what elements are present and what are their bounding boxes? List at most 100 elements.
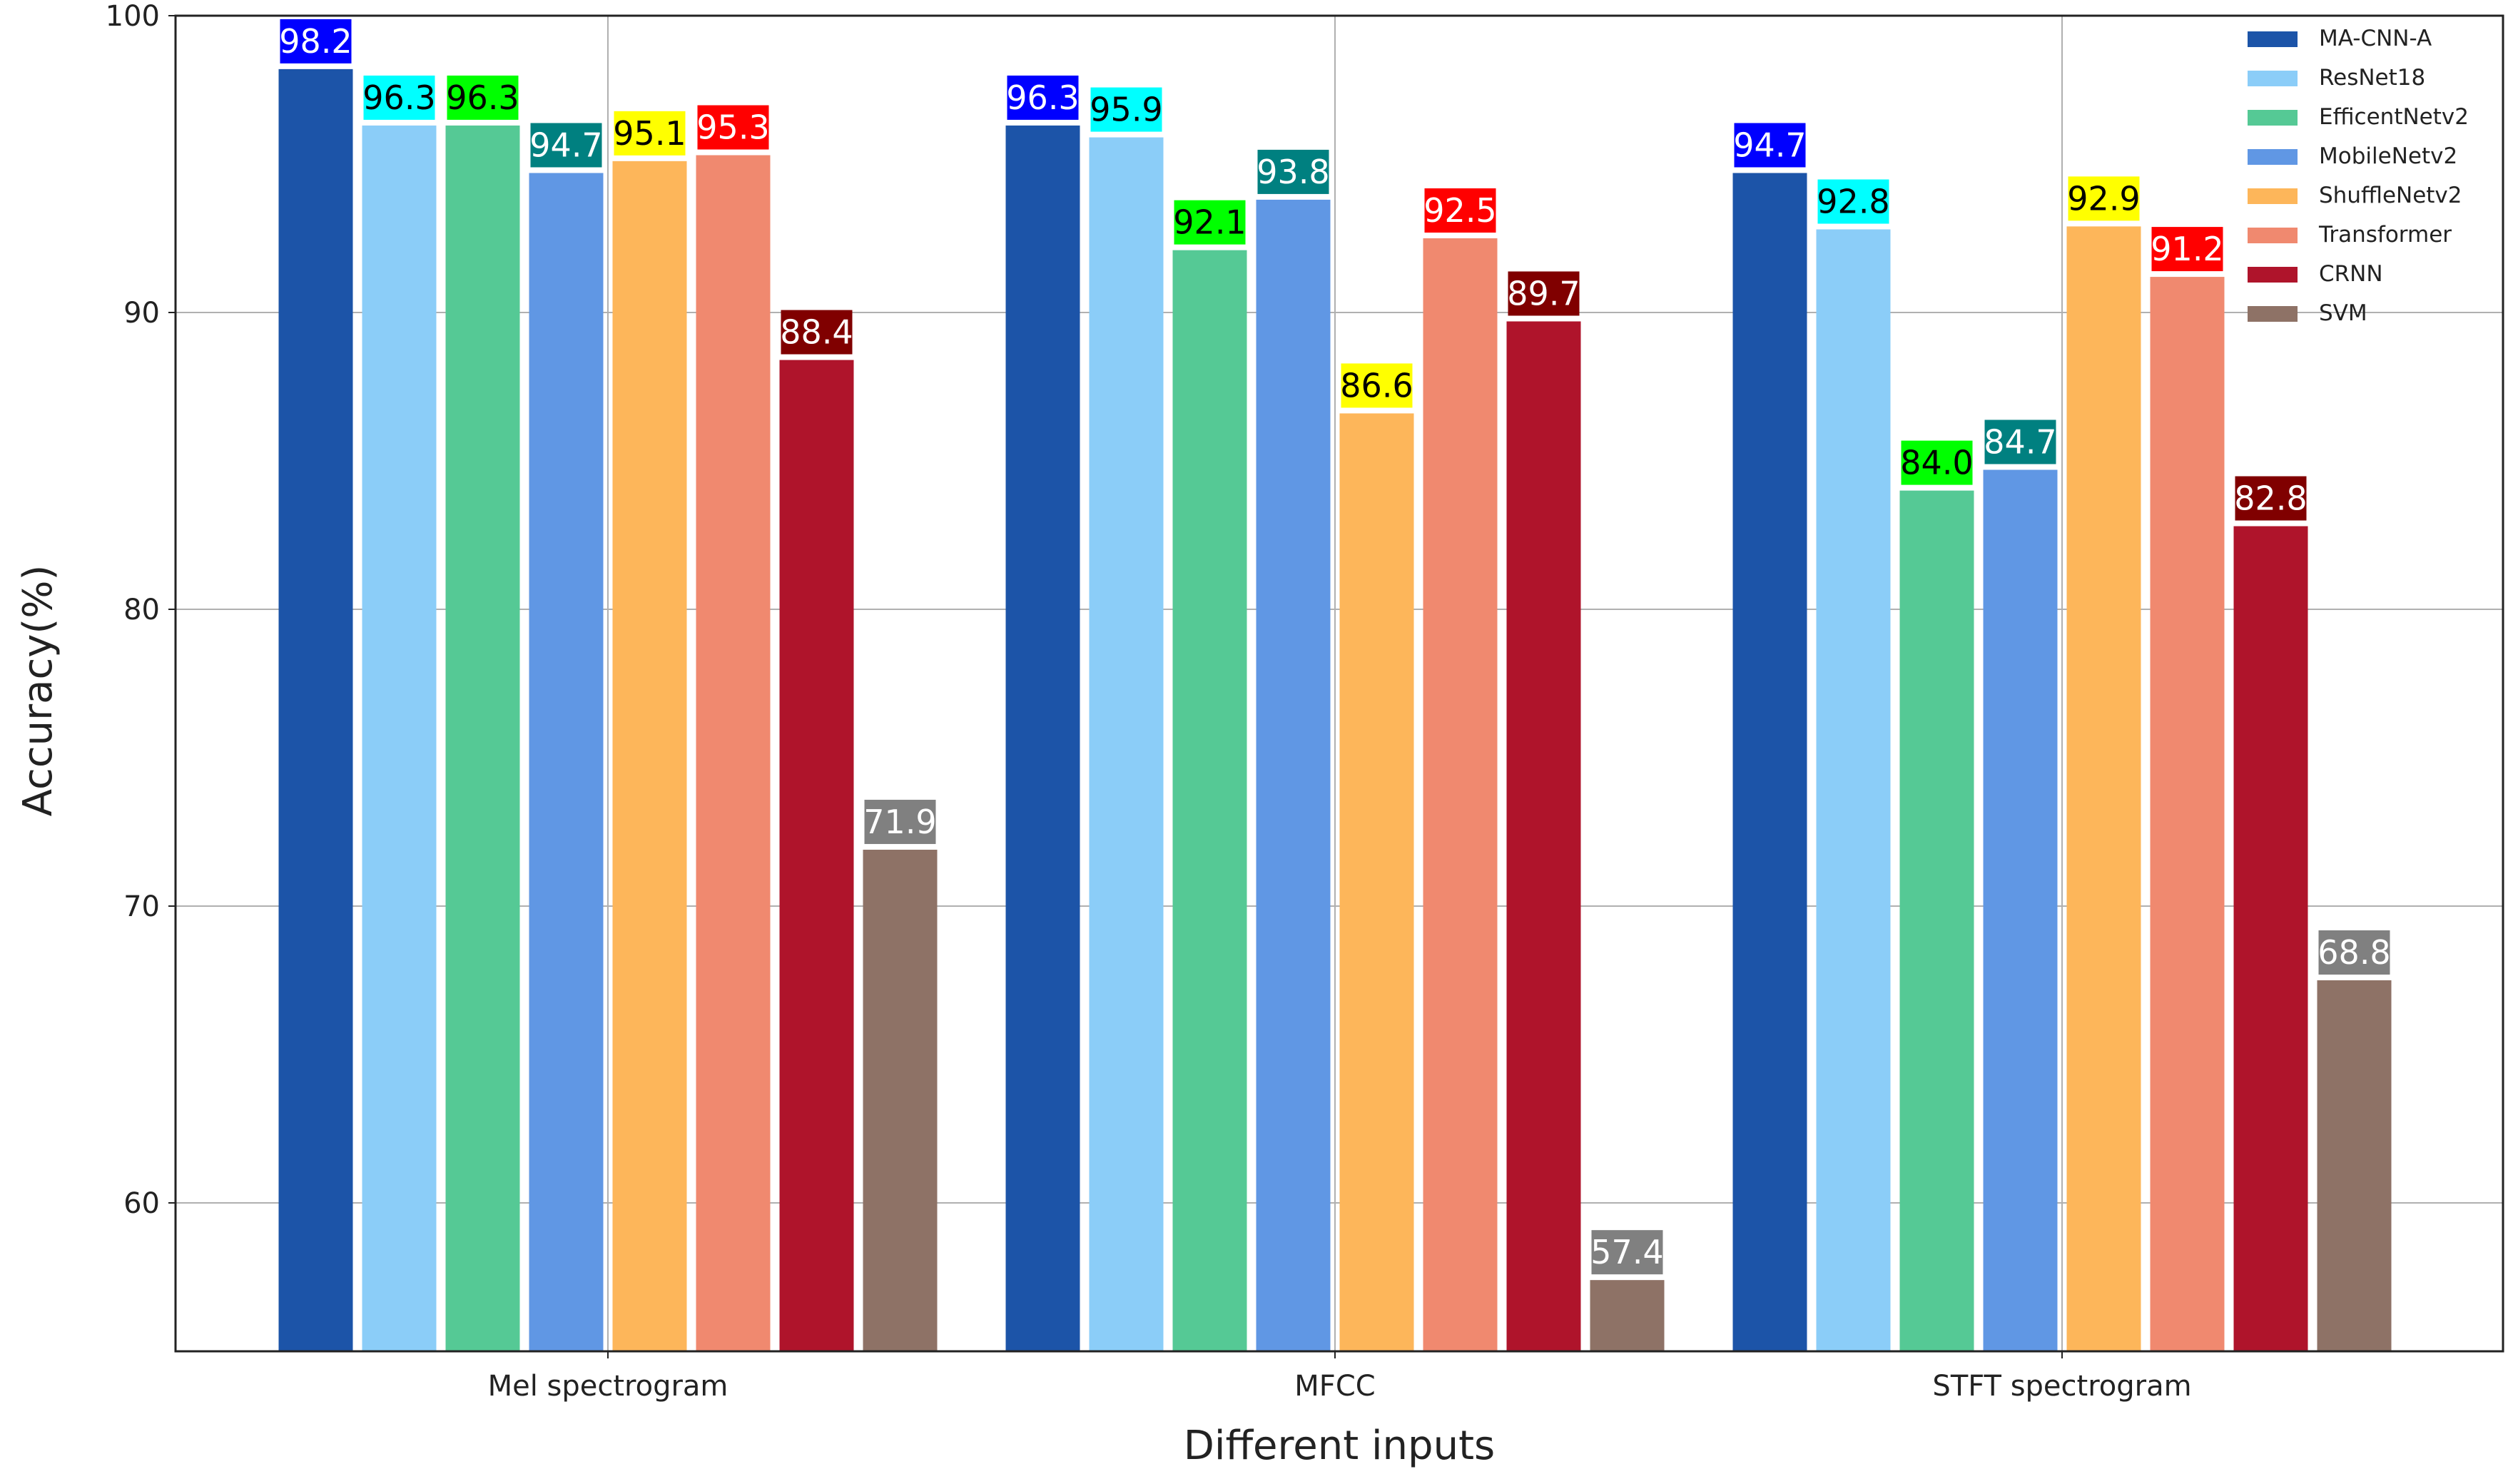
bar	[529, 173, 604, 1352]
bar	[2317, 980, 2392, 1351]
y-tick-label: 80	[123, 594, 160, 626]
bars	[278, 68, 2392, 1352]
data-label-box	[2151, 227, 2223, 272]
data-label: 93.8	[1256, 153, 1329, 191]
data-label: 96.3	[446, 78, 519, 117]
bar	[1256, 199, 1331, 1351]
bar	[1590, 1280, 1665, 1351]
x-axis-ticks: Mel spectrogram MFCC STFT spectrogram	[488, 1351, 2192, 1403]
bar	[362, 125, 437, 1351]
bar	[2150, 277, 2225, 1352]
bar	[1983, 469, 2058, 1351]
data-label-box	[1901, 440, 1973, 485]
legend-swatch	[2248, 267, 2298, 283]
legend-label: MobileNetv2	[2319, 143, 2457, 169]
legend-swatch	[2248, 149, 2298, 165]
bar	[445, 125, 520, 1351]
bar	[1899, 490, 1974, 1351]
bar	[779, 360, 854, 1351]
bar	[2066, 226, 2141, 1351]
data-label: 92.8	[1817, 183, 1889, 221]
bar	[612, 161, 687, 1352]
data-label: 92.9	[2067, 179, 2140, 218]
legend-label: ShuffleNetv2	[2319, 183, 2462, 208]
data-label: 71.9	[863, 803, 936, 841]
bar	[1089, 137, 1164, 1351]
legend-swatch	[2248, 110, 2298, 126]
plot-frame	[174, 14, 2504, 1353]
bar	[1506, 321, 1581, 1352]
data-label-box	[1007, 75, 1079, 120]
data-label-box	[1734, 123, 1806, 168]
data-labels: 98.2 96.3 94.7 96.3 95.9 92.8 96.3 92.1 84.0 94.7…	[279, 19, 2391, 1275]
data-label-box	[2318, 930, 2390, 975]
data-label: 96.3	[1006, 78, 1079, 117]
data-label-box	[697, 105, 769, 150]
data-label: 92.1	[1173, 203, 1246, 242]
legend-label: MA-CNN-A	[2319, 26, 2432, 51]
data-label-box	[363, 75, 435, 120]
data-label-box	[1257, 149, 1329, 194]
data-label-box	[1508, 271, 1580, 316]
data-label: 84.0	[1900, 444, 1973, 482]
legend-label: EfficentNetv2	[2319, 104, 2469, 130]
data-label: 94.7	[529, 126, 602, 164]
data-label: 94.7	[1733, 126, 1806, 164]
legend-label: SVM	[2319, 300, 2367, 326]
bar	[278, 68, 353, 1351]
data-label: 91.2	[2151, 230, 2223, 268]
data-label: 82.8	[2234, 479, 2307, 518]
data-label: 95.3	[696, 108, 769, 147]
data-label-box	[1174, 200, 1246, 245]
x-tick-label: Mel spectrogram	[488, 1370, 728, 1403]
bar	[1816, 229, 1891, 1351]
data-label: 88.4	[780, 313, 853, 352]
data-label: 68.8	[2317, 933, 2390, 972]
x-axis-title: Different inputs	[1184, 1423, 1495, 1469]
data-label: 84.7	[1984, 422, 2056, 461]
data-label-box	[1591, 1230, 1663, 1275]
data-label-box	[1341, 363, 1413, 408]
data-label: 95.1	[613, 114, 686, 153]
legend-swatch	[2248, 188, 2298, 204]
bar	[1339, 413, 1414, 1352]
y-tick-label: 60	[123, 1187, 160, 1220]
legend-swatch	[2248, 71, 2298, 86]
bar	[863, 849, 938, 1351]
bar	[1732, 173, 1807, 1352]
data-label-box	[2235, 476, 2307, 521]
data-label-box	[280, 19, 352, 63]
legend-swatch	[2248, 228, 2298, 243]
bar	[1172, 250, 1247, 1351]
y-tick-label: 90	[123, 297, 160, 330]
data-label-box	[864, 799, 936, 844]
legend-label: CRNN	[2319, 261, 2383, 287]
data-label: 98.2	[279, 22, 352, 61]
x-tick-label: STFT spectrogram	[1932, 1370, 2191, 1403]
y-axis-ticks: 60 70 80 90 100	[106, 0, 176, 1220]
bar	[1005, 125, 1080, 1351]
y-tick-label: 70	[123, 890, 160, 923]
data-label-box	[781, 310, 853, 355]
data-label: 92.5	[1423, 191, 1496, 230]
data-label: 86.6	[1340, 366, 1413, 405]
data-label: 89.7	[1507, 274, 1580, 312]
legend-label: ResNet18	[2319, 65, 2425, 91]
legend-swatch	[2248, 31, 2298, 47]
y-axis-title: Accuracy(%)	[15, 565, 61, 817]
bar	[2233, 526, 2308, 1351]
data-label: 57.4	[1590, 1233, 1663, 1271]
data-label-box	[1817, 179, 1889, 224]
y-tick-label: 100	[106, 0, 160, 33]
legend-swatch	[2248, 306, 2298, 322]
x-tick-label: MFCC	[1294, 1370, 1375, 1403]
data-label-box	[1424, 188, 1496, 233]
legend-label: Transformer	[2318, 222, 2452, 248]
data-label-box	[1984, 420, 2056, 464]
data-label-box	[614, 111, 686, 156]
legend: MA-CNN-A ResNet18 EfficentNetv2 MobileNetv2…	[2248, 26, 2469, 326]
data-label-box	[447, 75, 519, 120]
bar	[696, 155, 771, 1351]
data-label-box	[530, 123, 602, 168]
